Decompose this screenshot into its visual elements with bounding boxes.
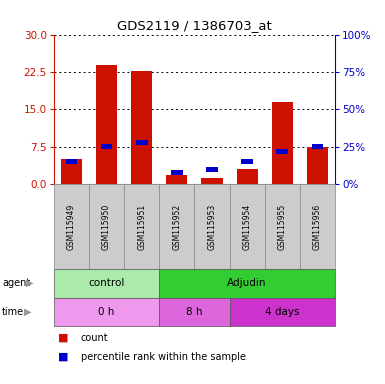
Text: count: count bbox=[81, 333, 109, 343]
Bar bbox=[96, 65, 117, 184]
Bar bbox=[229, 298, 335, 326]
Text: GSM115950: GSM115950 bbox=[102, 204, 111, 250]
Bar bbox=[311, 144, 323, 149]
Bar bbox=[159, 269, 335, 298]
Bar bbox=[276, 149, 288, 154]
Bar bbox=[206, 167, 218, 172]
Text: GSM115949: GSM115949 bbox=[67, 204, 76, 250]
Bar bbox=[171, 170, 182, 175]
Text: 8 h: 8 h bbox=[186, 307, 203, 317]
Bar bbox=[159, 184, 194, 269]
Bar bbox=[307, 147, 328, 184]
Bar bbox=[66, 159, 77, 164]
Title: GDS2119 / 1386703_at: GDS2119 / 1386703_at bbox=[117, 19, 272, 32]
Text: time: time bbox=[2, 307, 24, 317]
Bar bbox=[264, 184, 300, 269]
Text: percentile rank within the sample: percentile rank within the sample bbox=[81, 352, 246, 362]
Text: 0 h: 0 h bbox=[99, 307, 115, 317]
Text: ▶: ▶ bbox=[24, 307, 32, 317]
Text: GSM115953: GSM115953 bbox=[208, 204, 216, 250]
Bar bbox=[101, 144, 112, 149]
Bar bbox=[241, 159, 253, 164]
Text: Adjudin: Adjudin bbox=[228, 278, 267, 288]
Bar bbox=[136, 140, 147, 145]
Text: GSM115955: GSM115955 bbox=[278, 204, 287, 250]
Bar bbox=[159, 298, 229, 326]
Text: GSM115951: GSM115951 bbox=[137, 204, 146, 250]
Bar bbox=[166, 175, 187, 184]
Bar bbox=[272, 102, 293, 184]
Bar bbox=[194, 184, 229, 269]
Bar bbox=[54, 298, 159, 326]
Bar bbox=[236, 169, 258, 184]
Bar bbox=[124, 184, 159, 269]
Bar bbox=[229, 184, 265, 269]
Text: ▶: ▶ bbox=[26, 278, 33, 288]
Bar bbox=[54, 269, 159, 298]
Bar bbox=[89, 184, 124, 269]
Text: GSM115956: GSM115956 bbox=[313, 204, 322, 250]
Text: ■: ■ bbox=[58, 333, 68, 343]
Bar bbox=[61, 159, 82, 184]
Text: GSM115954: GSM115954 bbox=[243, 204, 252, 250]
Bar bbox=[131, 71, 152, 184]
Text: control: control bbox=[89, 278, 125, 288]
Text: GSM115952: GSM115952 bbox=[172, 204, 181, 250]
Bar bbox=[54, 184, 89, 269]
Bar bbox=[300, 184, 335, 269]
Text: ■: ■ bbox=[58, 352, 68, 362]
Text: agent: agent bbox=[2, 278, 30, 288]
Bar bbox=[201, 178, 223, 184]
Text: 4 days: 4 days bbox=[265, 307, 300, 317]
